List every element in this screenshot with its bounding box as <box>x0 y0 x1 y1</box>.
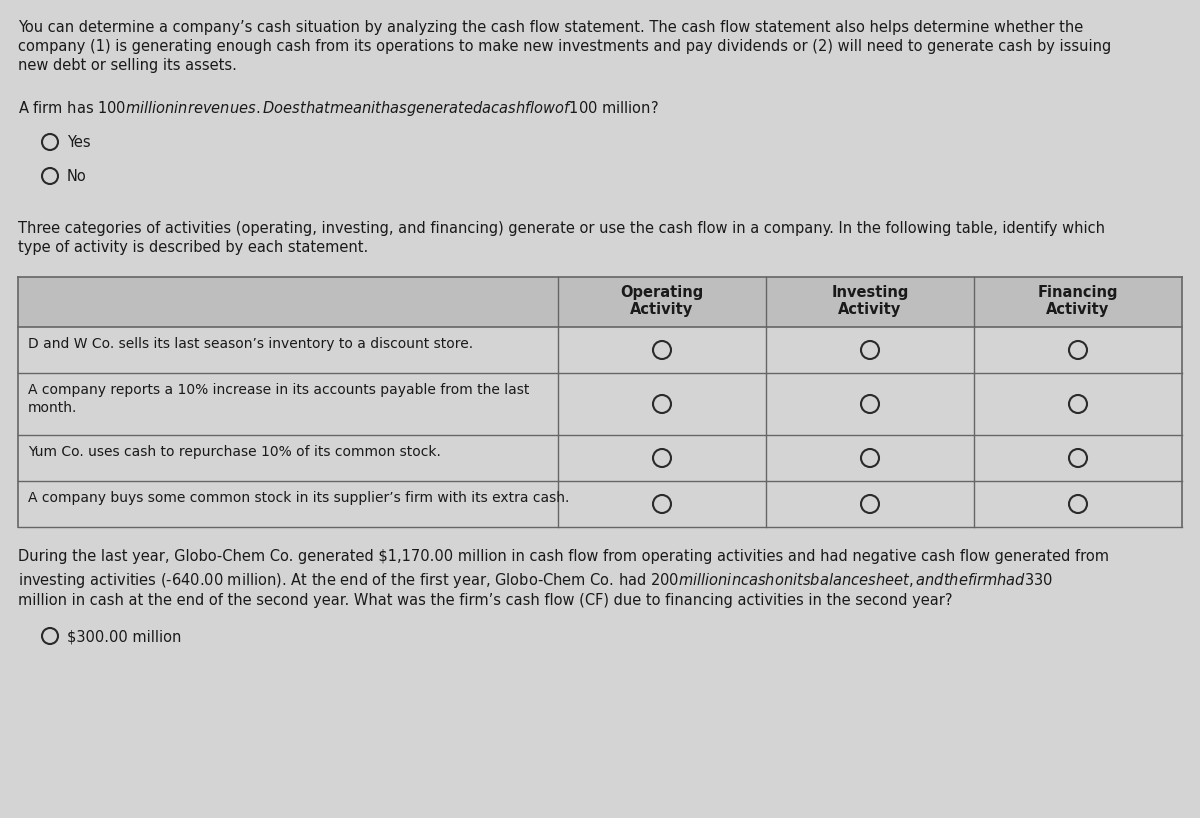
Text: new debt or selling its assets.: new debt or selling its assets. <box>18 58 236 73</box>
Text: A firm has $100 million in revenues. Does that mean it has generated a cash flow: A firm has $100 million in revenues. Doe… <box>18 99 659 118</box>
Text: month.: month. <box>28 401 77 415</box>
Text: Investing: Investing <box>832 285 908 300</box>
Text: Operating: Operating <box>620 285 703 300</box>
Text: million in cash at the end of the second year. What was the firm’s cash flow (CF: million in cash at the end of the second… <box>18 593 953 608</box>
FancyBboxPatch shape <box>18 373 1182 435</box>
Text: A company reports a 10% increase in its accounts payable from the last: A company reports a 10% increase in its … <box>28 383 529 397</box>
FancyBboxPatch shape <box>18 435 1182 481</box>
Text: $300.00 million: $300.00 million <box>67 629 181 644</box>
Text: Activity: Activity <box>839 302 901 317</box>
Text: type of activity is described by each statement.: type of activity is described by each st… <box>18 240 368 255</box>
Text: Activity: Activity <box>1046 302 1110 317</box>
FancyBboxPatch shape <box>18 481 1182 527</box>
Text: D and W Co. sells its last season’s inventory to a discount store.: D and W Co. sells its last season’s inve… <box>28 337 473 351</box>
Text: Yum Co. uses cash to repurchase 10% of its common stock.: Yum Co. uses cash to repurchase 10% of i… <box>28 445 440 459</box>
Text: No: No <box>67 169 86 184</box>
Text: Activity: Activity <box>630 302 694 317</box>
Text: company (1) is generating enough cash from its operations to make new investment: company (1) is generating enough cash fr… <box>18 39 1111 54</box>
Text: You can determine a company’s cash situation by analyzing the cash flow statemen: You can determine a company’s cash situa… <box>18 20 1084 35</box>
Text: During the last year, Globo-Chem Co. generated $1,170.00 million in cash flow fr: During the last year, Globo-Chem Co. gen… <box>18 549 1109 564</box>
FancyBboxPatch shape <box>18 277 1182 327</box>
FancyBboxPatch shape <box>18 327 1182 373</box>
Text: investing activities (-640.00 million). At the end of the first year, Globo-Chem: investing activities (-640.00 million). … <box>18 571 1054 590</box>
Text: Financing: Financing <box>1038 285 1118 300</box>
Text: A company buys some common stock in its supplier’s firm with its extra cash.: A company buys some common stock in its … <box>28 491 569 505</box>
Text: Three categories of activities (operating, investing, and financing) generate or: Three categories of activities (operatin… <box>18 221 1105 236</box>
Text: Yes: Yes <box>67 135 91 150</box>
